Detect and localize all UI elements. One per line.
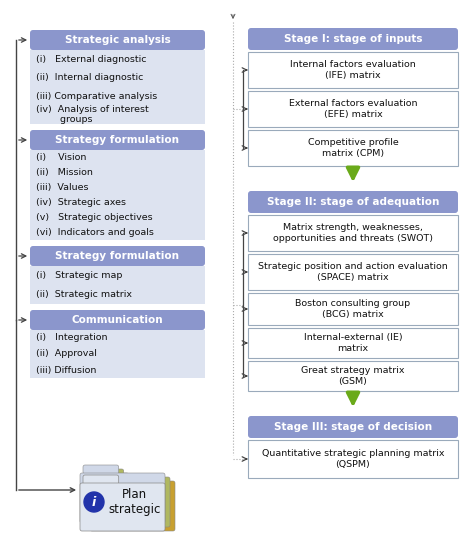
Text: (iv)  Analysis of interest
        groups: (iv) Analysis of interest groups: [36, 105, 149, 124]
FancyBboxPatch shape: [85, 477, 170, 527]
Text: Communication: Communication: [72, 315, 164, 325]
Text: Quantitative strategic planning matrix
(QSPM): Quantitative strategic planning matrix (…: [262, 449, 444, 469]
Text: Competitive profile
matrix (CPM): Competitive profile matrix (CPM): [308, 138, 398, 158]
FancyBboxPatch shape: [83, 465, 118, 474]
FancyBboxPatch shape: [248, 191, 458, 213]
FancyBboxPatch shape: [93, 473, 129, 482]
Text: Stage III: stage of decision: Stage III: stage of decision: [274, 422, 432, 432]
Bar: [248, 91, 458, 127]
Bar: [30, 330, 205, 378]
Text: Strategic analysis: Strategic analysis: [64, 35, 170, 45]
Text: External factors evaluation
(EFE) matrix: External factors evaluation (EFE) matrix: [289, 99, 417, 119]
FancyBboxPatch shape: [30, 30, 205, 50]
Bar: [30, 150, 205, 240]
Text: (iii) Comparative analysis: (iii) Comparative analysis: [36, 92, 157, 101]
Bar: [248, 361, 458, 391]
FancyBboxPatch shape: [80, 483, 165, 531]
Text: Strategy formulation: Strategy formulation: [55, 135, 180, 145]
Bar: [248, 215, 458, 251]
FancyBboxPatch shape: [83, 475, 118, 485]
FancyBboxPatch shape: [30, 246, 205, 266]
Text: (i)   Strategic map: (i) Strategic map: [36, 271, 122, 280]
Circle shape: [84, 492, 104, 512]
Text: (i)   Integration: (i) Integration: [36, 334, 108, 343]
Text: (iii) Diffusion: (iii) Diffusion: [36, 366, 96, 375]
Text: (ii)  Internal diagnostic: (ii) Internal diagnostic: [36, 73, 143, 82]
FancyBboxPatch shape: [88, 469, 124, 478]
Text: i: i: [92, 496, 96, 508]
Text: (ii)   Mission: (ii) Mission: [36, 168, 93, 177]
FancyBboxPatch shape: [30, 310, 205, 330]
Bar: [30, 50, 205, 124]
Text: (i)   External diagnostic: (i) External diagnostic: [36, 55, 146, 64]
Bar: [248, 293, 458, 325]
Bar: [248, 254, 458, 290]
FancyBboxPatch shape: [30, 130, 205, 150]
FancyBboxPatch shape: [248, 28, 458, 50]
Text: (iv)  Strategic axes: (iv) Strategic axes: [36, 198, 126, 207]
Text: (v)   Strategic objectives: (v) Strategic objectives: [36, 213, 153, 222]
Text: Matrix strength, weaknesses,
opportunities and threats (SWOT): Matrix strength, weaknesses, opportuniti…: [273, 223, 433, 242]
Bar: [248, 440, 458, 478]
Text: (iii)  Values: (iii) Values: [36, 183, 89, 192]
Bar: [30, 266, 205, 304]
FancyBboxPatch shape: [248, 416, 458, 438]
Bar: [248, 328, 458, 358]
Text: Stage II: stage of adequation: Stage II: stage of adequation: [267, 197, 439, 207]
Bar: [248, 52, 458, 88]
Text: Strategic position and action evaluation
(SPACE) matrix: Strategic position and action evaluation…: [258, 262, 448, 282]
Text: Internal-external (IE)
matrix: Internal-external (IE) matrix: [304, 333, 402, 353]
Text: Great strategy matrix
(GSM): Great strategy matrix (GSM): [301, 366, 405, 386]
Text: (vi)  Indicators and goals: (vi) Indicators and goals: [36, 228, 154, 237]
Bar: [248, 130, 458, 166]
Text: (i)    Vision: (i) Vision: [36, 153, 86, 162]
Text: Internal factors evaluation
(IFE) matrix: Internal factors evaluation (IFE) matrix: [290, 60, 416, 80]
Text: Boston consulting group
(BCG) matrix: Boston consulting group (BCG) matrix: [295, 299, 410, 319]
Text: Strategy formulation: Strategy formulation: [55, 251, 180, 261]
FancyBboxPatch shape: [80, 473, 165, 523]
Text: Plan
strategic: Plan strategic: [109, 488, 161, 516]
Text: (ii)  Approval: (ii) Approval: [36, 349, 97, 358]
Text: Stage I: stage of inputs: Stage I: stage of inputs: [284, 34, 422, 44]
Text: (ii)  Strategic matrix: (ii) Strategic matrix: [36, 290, 132, 299]
FancyBboxPatch shape: [90, 481, 175, 531]
